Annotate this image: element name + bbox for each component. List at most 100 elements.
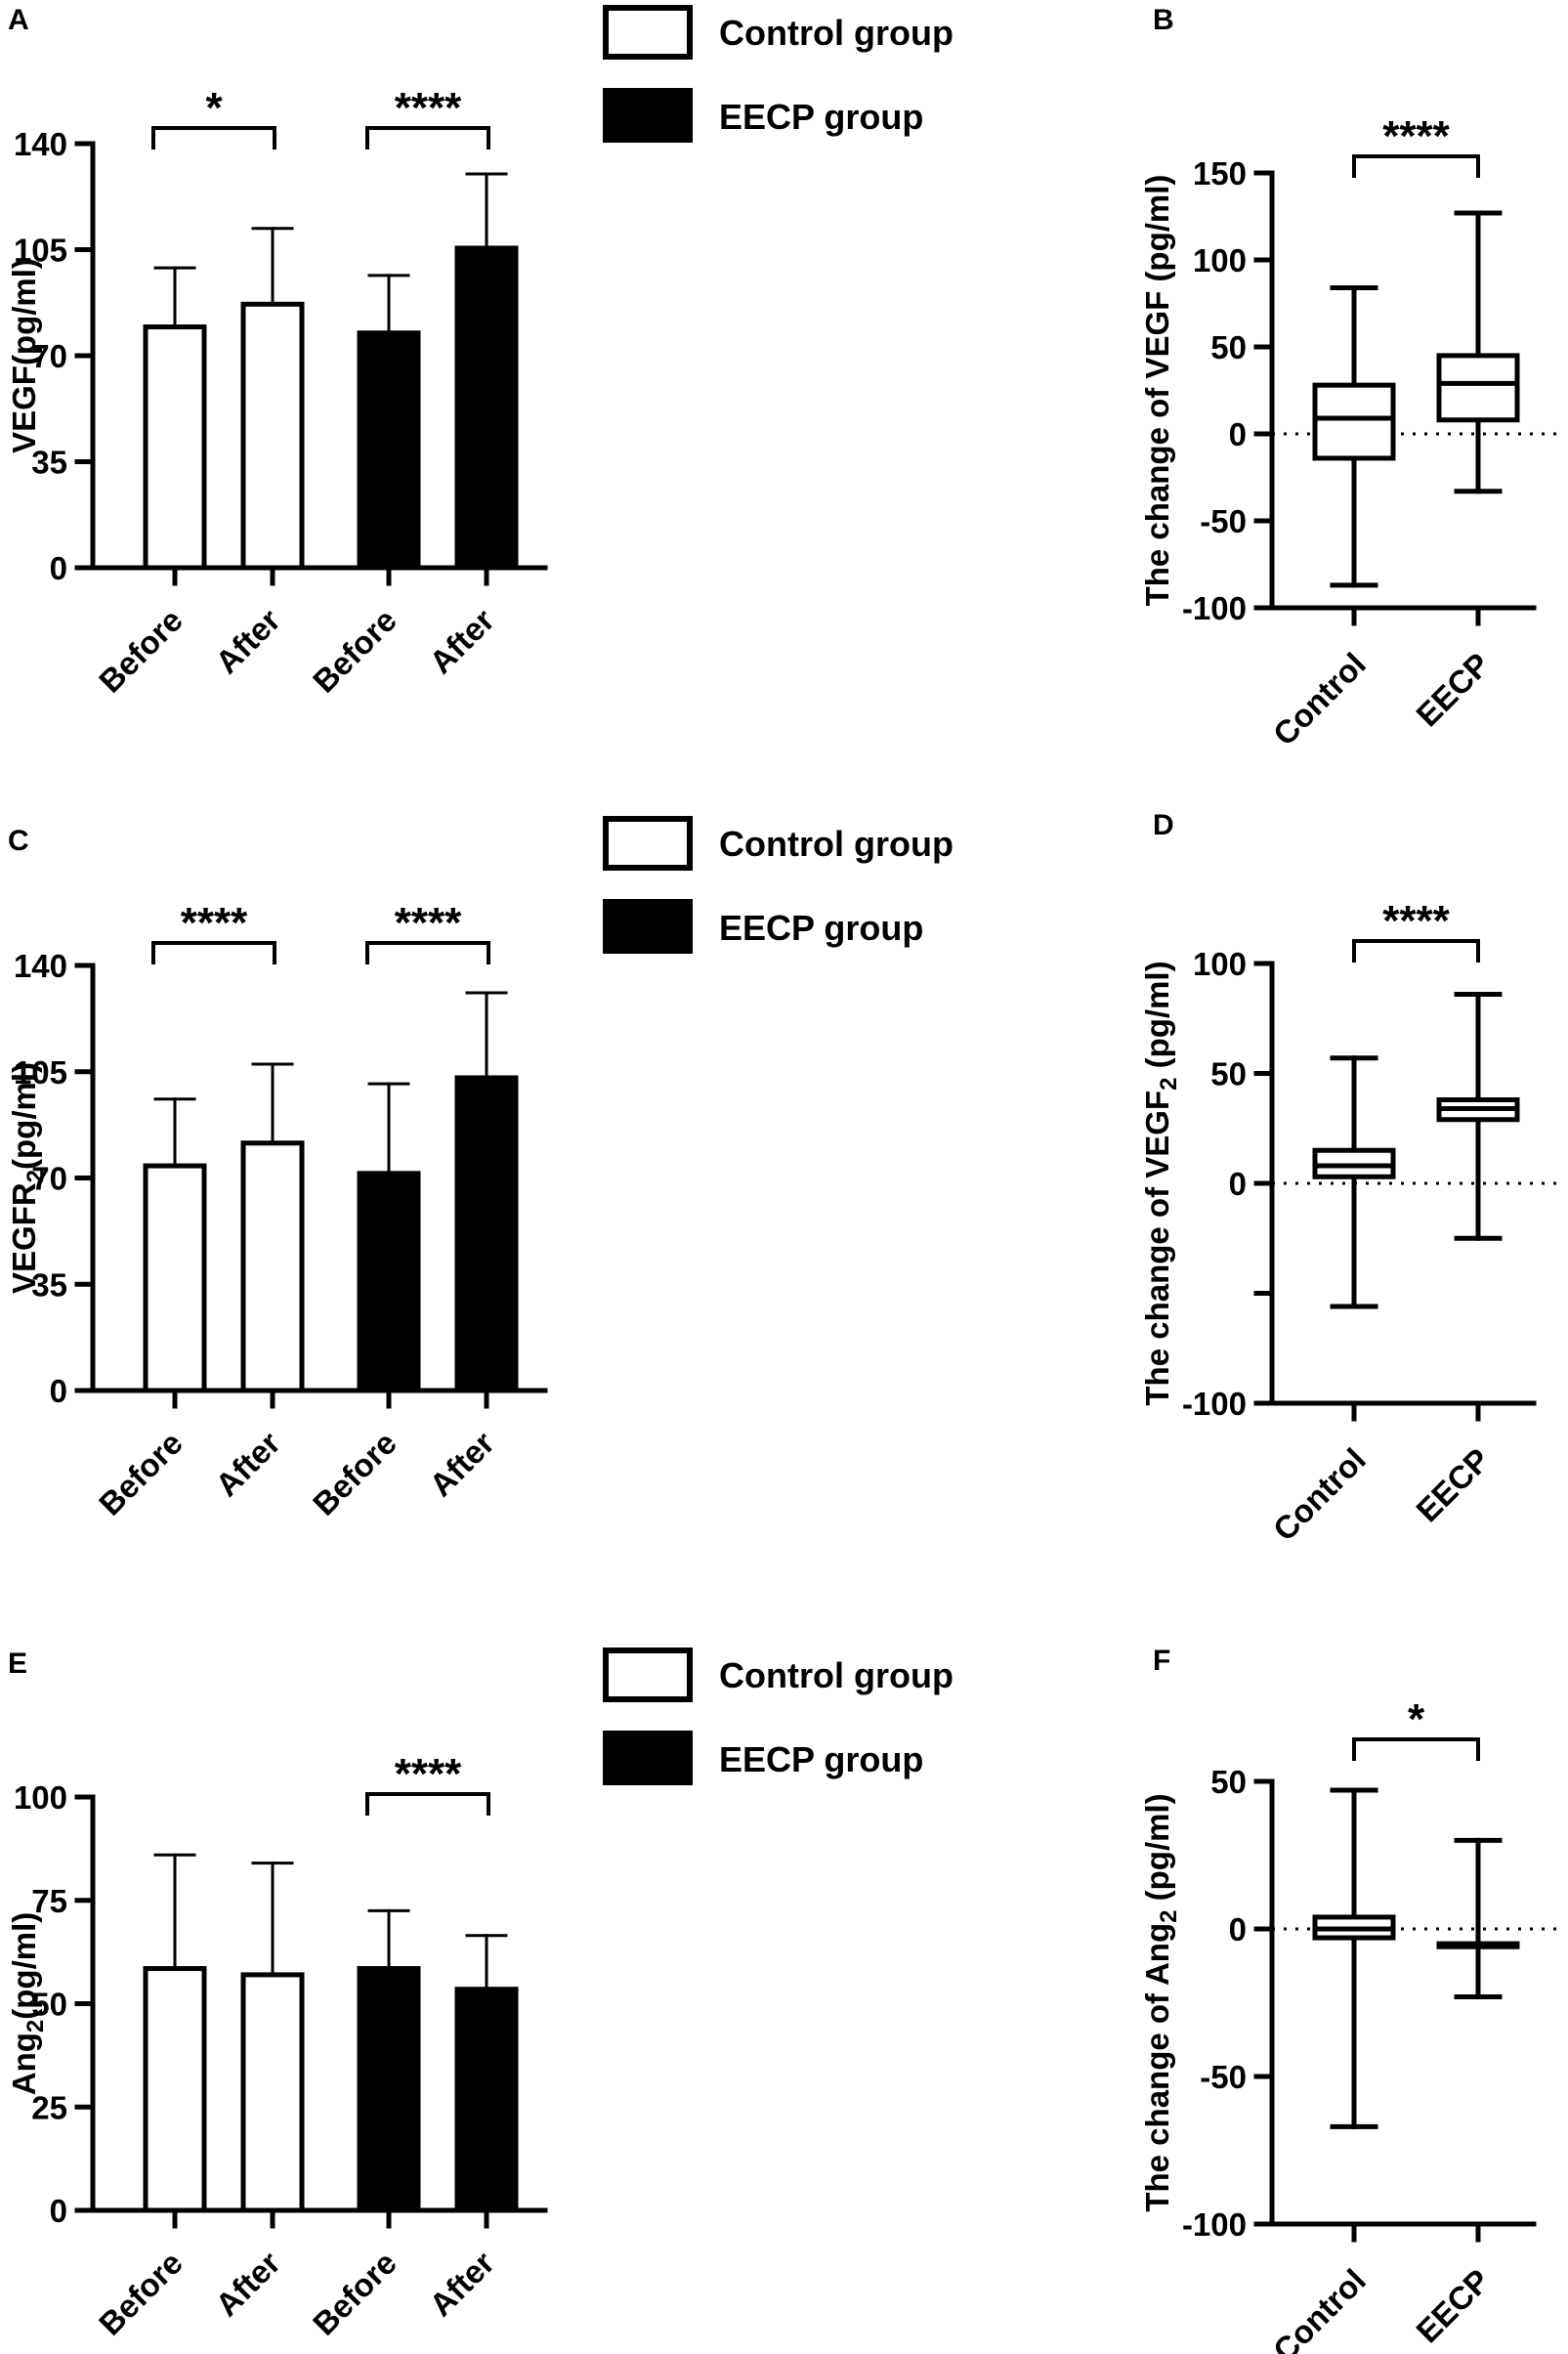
significance-stars: *	[205, 84, 223, 132]
significance-stars: ****	[1382, 897, 1450, 945]
y-tick-label: -100	[1182, 590, 1247, 626]
legend-label-control: Control group	[719, 1655, 954, 1695]
x-category-label: After	[208, 1425, 287, 1504]
x-category-label: After	[208, 2245, 287, 2324]
legend-label-eecp: EECP group	[719, 908, 923, 948]
y-tick-label: 0	[1229, 1166, 1247, 1202]
legend-label-control: Control group	[719, 13, 954, 53]
y-axis-title-units: (pg/ml)	[6, 1912, 42, 2020]
x-category-label: After	[422, 602, 501, 681]
x-category-label: Control	[1266, 646, 1373, 752]
box-panel-F: F -100 -50 0 50 Control EECP * The change of Ang…	[1139, 1645, 1563, 2354]
y-axis-title: VEGFR2(pg/ml)	[6, 1062, 49, 1294]
x-category-label: Before	[92, 1425, 190, 1522]
y-axis-title: The change of Ang2 (pg/ml)	[1139, 1793, 1182, 2211]
bar-eecp-3	[454, 245, 519, 571]
y-tick-label: 70	[31, 338, 67, 374]
significance-stars: ****	[395, 1750, 462, 1798]
legend-label-control: Control group	[719, 824, 954, 864]
box-panel-D: D -100 0 50 100 Control EECP **** The change of …	[1139, 809, 1563, 1548]
x-category-label: After	[208, 602, 287, 681]
y-axis-title-units: (pg/ml)	[1139, 961, 1175, 1077]
x-category-label: EECP	[1409, 646, 1497, 734]
panel-letter: C	[8, 825, 29, 857]
y-tick-label: 35	[31, 445, 67, 481]
y-tick-label: 0	[1229, 1911, 1247, 1947]
significance-bracket	[365, 941, 490, 964]
y-tick-label: -100	[1182, 1386, 1247, 1422]
bar-control-1	[240, 301, 305, 571]
significance-bracket	[1352, 939, 1480, 963]
y-tick-label: 100	[14, 1779, 67, 1816]
y-tick-label: 105	[14, 233, 67, 269]
y-tick-label: 75	[31, 1883, 67, 1919]
y-tick-label: 0	[1229, 416, 1247, 452]
x-category-label: Control	[1266, 1441, 1373, 1548]
x-category-label: Control	[1266, 2262, 1373, 2354]
y-tick-label: -50	[1200, 503, 1247, 539]
y-axis-title: VEGF(pg/ml)	[6, 258, 42, 453]
y-axis-title-subscript: 2	[22, 1170, 49, 1182]
bar-control-1	[240, 1140, 305, 1393]
bar-eecp-2	[357, 1171, 421, 1393]
y-tick-label: 0	[50, 2193, 67, 2229]
legend-swatch-control	[603, 5, 693, 60]
y-axis-title-main: The change of VEGF	[1139, 1091, 1175, 1406]
legend-swatch-eecp	[603, 88, 693, 143]
x-category-label: Before	[92, 2245, 190, 2342]
panel-letter: D	[1153, 809, 1174, 841]
y-axis-title-subscript: 2	[1156, 1910, 1182, 1923]
y-tick-label: 50	[31, 1987, 67, 2023]
bar-eecp-2	[357, 1966, 421, 2213]
significance-stars: ****	[181, 899, 248, 947]
y-tick-label: 50	[1210, 1764, 1247, 1800]
x-category-label: Before	[306, 2245, 403, 2342]
y-axis-title: The change of VEGF2 (pg/ml)	[1139, 961, 1182, 1405]
x-category-label: Before	[92, 602, 190, 700]
legend-label-eecp: EECP group	[719, 1739, 923, 1779]
legend-swatch-eecp	[603, 899, 693, 954]
y-axis-title-subscript: 2	[22, 2020, 49, 2033]
bar-eecp-2	[357, 330, 421, 571]
y-tick-label: -50	[1200, 2059, 1247, 2095]
y-tick-label: 150	[1193, 155, 1247, 192]
box-1	[1436, 353, 1520, 423]
panel-letter: A	[8, 4, 29, 36]
bar-control-0	[143, 324, 207, 571]
x-category-label: After	[422, 1425, 501, 1504]
box-0	[1312, 382, 1396, 461]
y-tick-label: 50	[1210, 1056, 1247, 1092]
y-tick-label: 25	[31, 2089, 67, 2125]
y-tick-label: 35	[31, 1266, 67, 1303]
legend-label-eecp: EECP group	[719, 97, 923, 137]
significance-bracket	[1352, 154, 1480, 178]
significance-bracket	[151, 941, 276, 964]
legend-swatch-control	[603, 816, 693, 871]
y-tick-label: 140	[14, 948, 67, 984]
y-tick-label: 100	[1193, 242, 1247, 278]
significance-stars: ****	[1382, 112, 1450, 160]
significance-bracket	[151, 126, 276, 150]
y-tick-label: 140	[14, 126, 67, 162]
y-tick-label: 50	[1210, 329, 1247, 365]
y-tick-label: 0	[50, 550, 67, 586]
y-tick-label: 70	[31, 1161, 67, 1197]
panel-letter: B	[1153, 4, 1174, 36]
y-axis-title-units: (pg/ml)	[6, 1062, 42, 1170]
y-axis-title-main: VEGFR	[6, 1182, 42, 1294]
significance-bracket	[365, 126, 490, 150]
bar-control-0	[143, 1163, 207, 1393]
y-axis-title-main: The change of Ang	[1139, 1923, 1175, 2212]
bar-control-1	[240, 1972, 305, 2213]
y-tick-label: 0	[50, 1373, 67, 1409]
bar-control-0	[143, 1966, 207, 2213]
legend-swatch-control	[603, 1648, 693, 1702]
x-category-label: After	[422, 2245, 501, 2324]
y-tick-label: -100	[1182, 2206, 1247, 2243]
y-tick-label: 100	[1193, 946, 1247, 982]
y-axis-title-subscript: 2	[1156, 1078, 1182, 1091]
